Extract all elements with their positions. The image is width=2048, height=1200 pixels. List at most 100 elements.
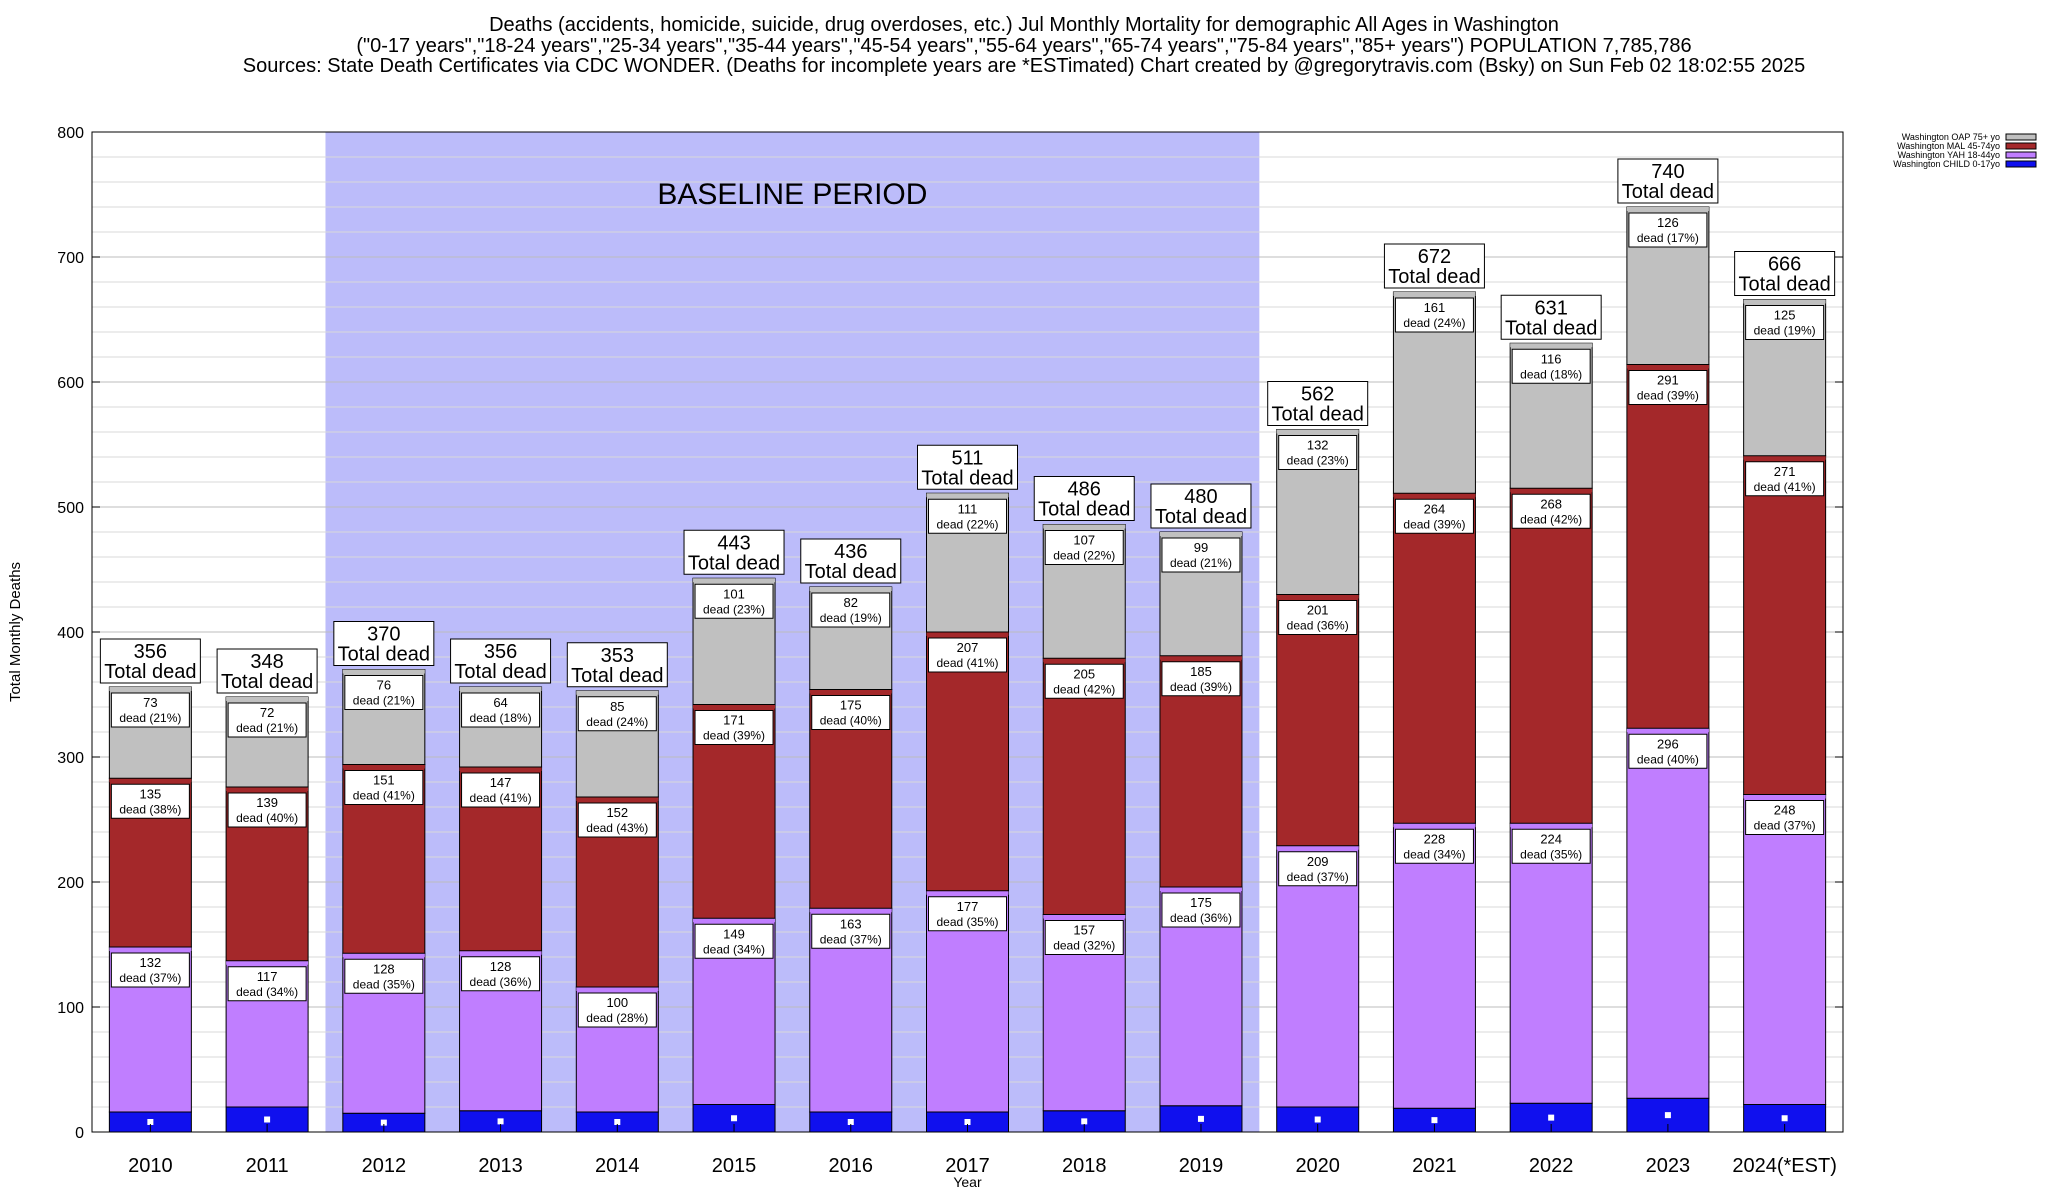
total-label-box bbox=[216, 648, 318, 694]
bar-segment-band bbox=[1743, 794, 1826, 799]
x-tick-label: 2012 bbox=[362, 1155, 407, 1177]
segment-label-box bbox=[1628, 370, 1708, 405]
bar-segment bbox=[1743, 455, 1827, 795]
bar-segment-band bbox=[1276, 429, 1359, 434]
total-value-label: 480 bbox=[1184, 486, 1217, 508]
child-marker bbox=[147, 1119, 154, 1125]
child-marker bbox=[1197, 1115, 1204, 1122]
total-label-box bbox=[333, 621, 435, 666]
bar-segment-band bbox=[926, 632, 1009, 636]
segment-percent-label: dead (34%) bbox=[1403, 847, 1465, 861]
segment-value-label: 185 bbox=[1190, 664, 1212, 679]
segment-label-box bbox=[1745, 305, 1825, 340]
total-label-box bbox=[450, 638, 552, 684]
segment-percent-label: dead (21%) bbox=[353, 694, 415, 708]
segment-percent-label: dead (35%) bbox=[353, 977, 415, 991]
segment-value-label: 132 bbox=[1307, 438, 1329, 453]
total-suffix-label: Total dead bbox=[454, 661, 546, 683]
total-suffix-label: Total dead bbox=[1272, 404, 1364, 426]
segment-value-label: 128 bbox=[490, 959, 512, 974]
child-marker bbox=[1314, 1116, 1321, 1123]
x-tick-label: 2019 bbox=[1179, 1155, 1224, 1177]
segment-label-box bbox=[1394, 828, 1474, 864]
bar-segment-band bbox=[1159, 532, 1242, 536]
segment-percent-label: dead (39%) bbox=[1637, 389, 1699, 403]
x-tick-label: 2011 bbox=[246, 1155, 289, 1177]
segment-label-box bbox=[1511, 348, 1591, 384]
segment-label-box bbox=[110, 692, 190, 728]
segment-label-box bbox=[694, 710, 774, 745]
total-value-label: 511 bbox=[952, 447, 984, 469]
bar-segment-band bbox=[342, 669, 425, 674]
segment-label-box bbox=[1044, 663, 1124, 699]
bar-segment bbox=[1509, 822, 1593, 1104]
total-label-box bbox=[1383, 243, 1485, 289]
bar-segment-band bbox=[459, 687, 542, 691]
segment-value-label: 85 bbox=[610, 699, 624, 714]
segment-percent-label: dead (40%) bbox=[1637, 752, 1699, 766]
segment-label-box bbox=[1628, 733, 1708, 769]
segment-value-label: 209 bbox=[1307, 854, 1329, 869]
segment-value-label: 175 bbox=[840, 698, 862, 713]
segment-percent-label: dead (24%) bbox=[586, 715, 648, 729]
bar-segment bbox=[1743, 794, 1827, 1105]
child-marker bbox=[731, 1115, 738, 1122]
total-suffix-label: Total dead bbox=[805, 561, 897, 583]
y-tick-label: 500 bbox=[57, 500, 84, 517]
bar-segment-band bbox=[809, 689, 892, 694]
bar-segment-band bbox=[576, 987, 659, 991]
total-label-box bbox=[566, 642, 668, 688]
segment-percent-label: dead (19%) bbox=[820, 611, 882, 625]
segment-percent-label: dead (24%) bbox=[1403, 316, 1465, 330]
x-tick-label: 2018 bbox=[1062, 1155, 1107, 1177]
segment-label-box bbox=[1044, 920, 1124, 955]
segment-percent-label: dead (18%) bbox=[1520, 367, 1582, 381]
segment-label-box bbox=[928, 498, 1007, 534]
bar-segment bbox=[1392, 822, 1476, 1109]
bar-segment-band bbox=[109, 687, 192, 691]
segment-label-box bbox=[344, 958, 424, 994]
bar-segment-band bbox=[459, 767, 542, 771]
segment-percent-label: dead (37%) bbox=[1754, 819, 1816, 833]
segment-label-box bbox=[1394, 297, 1474, 333]
segment-value-label: 111 bbox=[958, 501, 978, 516]
x-tick-label: 2016 bbox=[829, 1155, 874, 1177]
bar-segment bbox=[1276, 594, 1360, 847]
total-value-label: 672 bbox=[1418, 246, 1451, 268]
segment-value-label: 139 bbox=[256, 795, 278, 810]
segment-value-label: 171 bbox=[723, 713, 745, 728]
x-tick-label: 2010 bbox=[128, 1155, 173, 1177]
y-tick-label: 200 bbox=[57, 875, 84, 892]
total-value-label: 486 bbox=[1068, 479, 1101, 501]
segment-value-label: 132 bbox=[140, 955, 162, 970]
bar-segment bbox=[926, 631, 1009, 892]
bar-segment bbox=[1626, 727, 1710, 1099]
total-value-label: 370 bbox=[367, 624, 400, 646]
total-value-label: 356 bbox=[134, 641, 167, 663]
segment-value-label: 99 bbox=[1194, 540, 1208, 555]
segment-percent-label: dead (39%) bbox=[1403, 517, 1465, 531]
segment-label-box bbox=[461, 956, 541, 992]
baseline-label: BASELINE PERIOD bbox=[657, 178, 927, 211]
x-tick-label: 2020 bbox=[1295, 1155, 1340, 1177]
total-label-box bbox=[1033, 476, 1135, 521]
bar-segment-band bbox=[1743, 299, 1826, 304]
segment-percent-label: dead (43%) bbox=[586, 821, 648, 835]
legend-swatch bbox=[2005, 142, 2037, 150]
bar-segment-band bbox=[1510, 343, 1593, 348]
x-tick-label: 2013 bbox=[478, 1155, 523, 1177]
segment-value-label: 64 bbox=[493, 695, 507, 710]
bar-segment bbox=[1509, 487, 1593, 824]
segment-percent-label: dead (18%) bbox=[470, 711, 532, 725]
child-marker bbox=[964, 1119, 971, 1125]
segment-value-label: 76 bbox=[377, 678, 391, 693]
segment-value-label: 175 bbox=[1190, 895, 1212, 910]
bar-segment bbox=[1626, 364, 1710, 729]
bar-segment-band bbox=[342, 764, 425, 769]
bar-segment-band bbox=[459, 950, 542, 955]
x-tick-label: 2015 bbox=[712, 1155, 757, 1177]
bar-segment-band bbox=[109, 778, 192, 783]
bar-segment-band bbox=[1743, 455, 1826, 460]
bar-segment-band bbox=[1393, 493, 1476, 498]
